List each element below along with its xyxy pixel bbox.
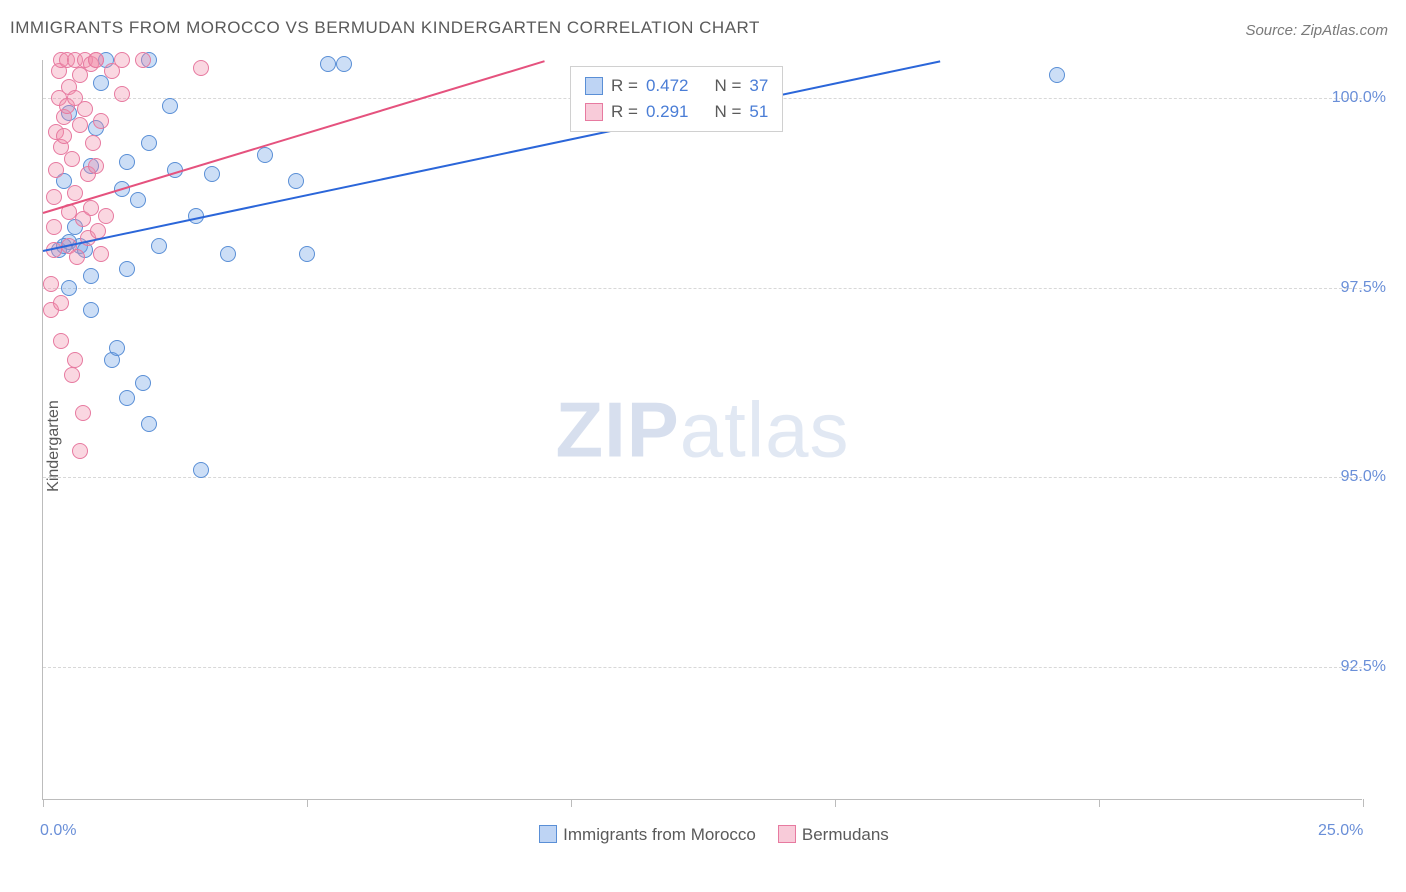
data-point xyxy=(53,295,69,311)
data-point xyxy=(67,185,83,201)
chart-canvas: IMMIGRANTS FROM MOROCCO VS BERMUDAN KIND… xyxy=(0,0,1406,892)
data-point xyxy=(61,280,77,296)
y-tick-label: 97.5% xyxy=(1341,279,1386,297)
x-tick xyxy=(1099,799,1100,807)
data-point xyxy=(64,151,80,167)
data-point xyxy=(220,246,236,262)
r-value: 0.291 xyxy=(646,99,689,125)
data-point xyxy=(56,128,72,144)
data-point xyxy=(72,443,88,459)
data-point xyxy=(114,52,130,68)
plot-area: ZIPatlas xyxy=(42,60,1362,800)
data-point xyxy=(130,192,146,208)
x-tick xyxy=(835,799,836,807)
n-label: N = xyxy=(714,73,741,99)
chart-title: IMMIGRANTS FROM MOROCCO VS BERMUDAN KIND… xyxy=(10,18,760,38)
x-tick xyxy=(1363,799,1364,807)
data-point xyxy=(288,173,304,189)
r-label: R = xyxy=(611,73,638,99)
data-point xyxy=(53,333,69,349)
data-point xyxy=(83,268,99,284)
data-point xyxy=(83,302,99,318)
series-legend: Immigrants from Morocco Bermudans xyxy=(0,825,1406,845)
data-point xyxy=(75,405,91,421)
data-point xyxy=(257,147,273,163)
data-point xyxy=(43,276,59,292)
data-point xyxy=(48,162,64,178)
data-point xyxy=(64,367,80,383)
watermark: ZIPatlas xyxy=(555,384,849,475)
data-point xyxy=(88,158,104,174)
data-point xyxy=(77,101,93,117)
data-point xyxy=(69,249,85,265)
r-value: 0.472 xyxy=(646,73,689,99)
data-point xyxy=(119,154,135,170)
watermark-light: atlas xyxy=(680,385,850,473)
data-point xyxy=(46,189,62,205)
data-point xyxy=(141,135,157,151)
data-point xyxy=(162,98,178,114)
y-tick-label: 95.0% xyxy=(1341,468,1386,486)
data-point xyxy=(141,416,157,432)
regression-line xyxy=(43,60,545,214)
legend-label: Immigrants from Morocco xyxy=(563,825,756,844)
data-point xyxy=(204,166,220,182)
y-tick-label: 92.5% xyxy=(1341,658,1386,676)
data-point xyxy=(85,135,101,151)
watermark-bold: ZIP xyxy=(555,385,679,473)
correlation-legend: R = 0.472 N = 37 R = 0.291 N = 51 xyxy=(570,66,783,132)
source-attribution: Source: ZipAtlas.com xyxy=(1245,22,1388,39)
x-tick xyxy=(307,799,308,807)
data-point xyxy=(93,246,109,262)
n-value: 37 xyxy=(749,73,768,99)
data-point xyxy=(336,56,352,72)
legend-swatch xyxy=(585,103,603,121)
data-point xyxy=(67,352,83,368)
legend-swatch xyxy=(778,825,796,843)
data-point xyxy=(135,375,151,391)
gridline xyxy=(43,667,1362,668)
data-point xyxy=(320,56,336,72)
gridline xyxy=(43,477,1362,478)
data-point xyxy=(135,52,151,68)
data-point xyxy=(151,238,167,254)
data-point xyxy=(83,200,99,216)
data-point xyxy=(46,219,62,235)
x-tick xyxy=(571,799,572,807)
data-point xyxy=(193,462,209,478)
data-point xyxy=(119,390,135,406)
gridline xyxy=(43,288,1362,289)
n-label: N = xyxy=(714,99,741,125)
legend-swatch xyxy=(585,77,603,95)
data-point xyxy=(88,52,104,68)
data-point xyxy=(193,60,209,76)
legend-row: R = 0.472 N = 37 xyxy=(585,73,768,99)
n-value: 51 xyxy=(749,99,768,125)
data-point xyxy=(114,86,130,102)
data-point xyxy=(299,246,315,262)
data-point xyxy=(72,117,88,133)
data-point xyxy=(119,261,135,277)
data-point xyxy=(1049,67,1065,83)
legend-swatch xyxy=(539,825,557,843)
x-tick xyxy=(43,799,44,807)
data-point xyxy=(109,340,125,356)
data-point xyxy=(93,113,109,129)
data-point xyxy=(98,208,114,224)
legend-row: R = 0.291 N = 51 xyxy=(585,99,768,125)
r-label: R = xyxy=(611,99,638,125)
legend-label: Bermudans xyxy=(802,825,889,844)
regression-line xyxy=(43,60,941,252)
y-tick-label: 100.0% xyxy=(1332,89,1386,107)
